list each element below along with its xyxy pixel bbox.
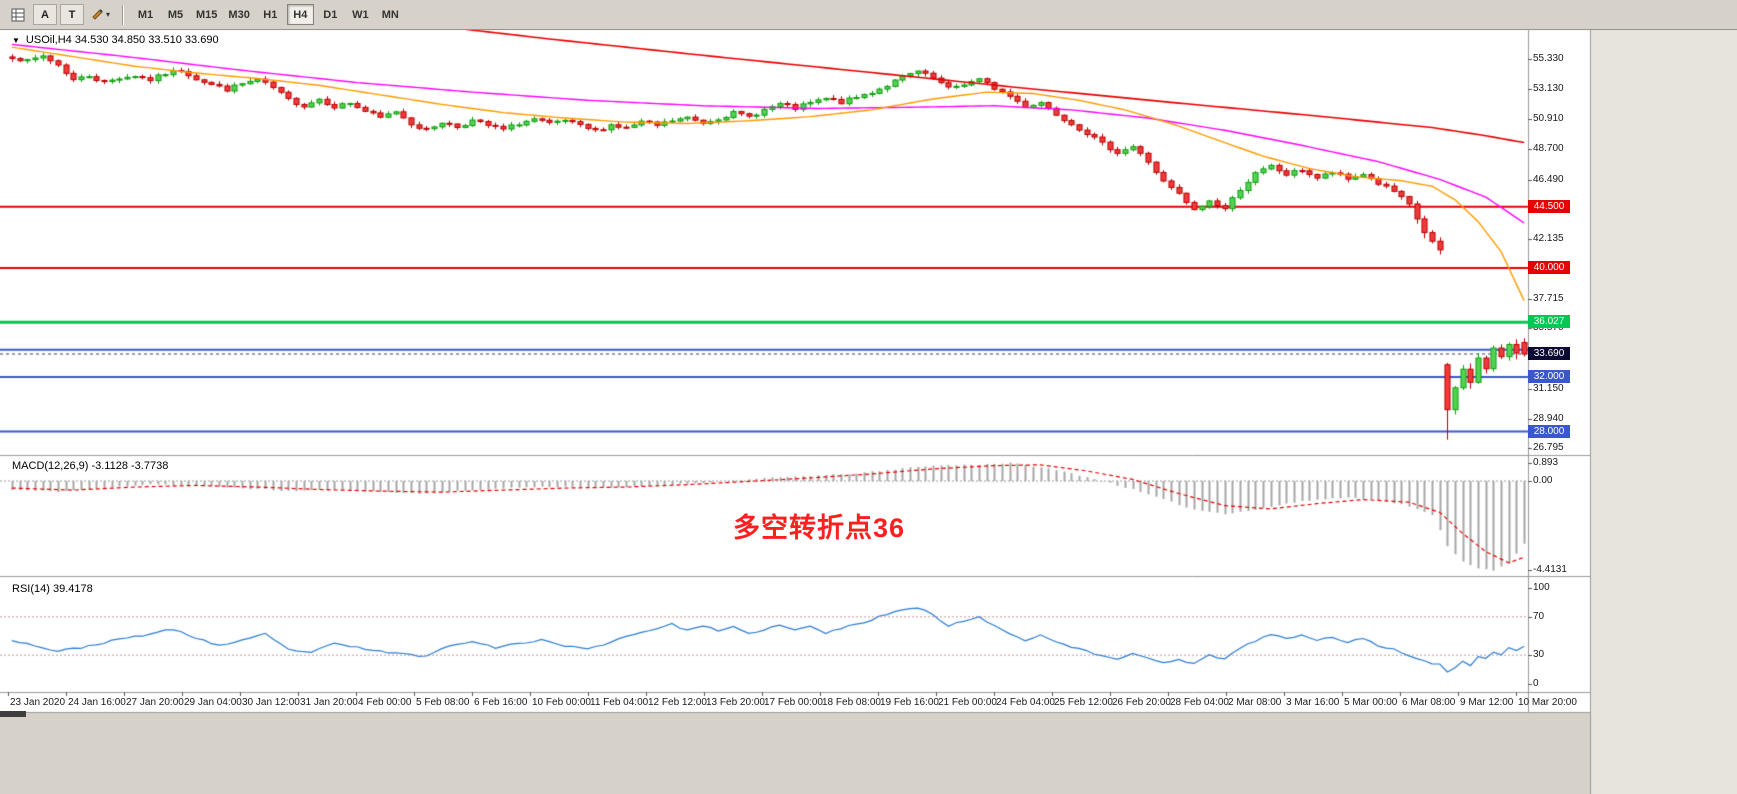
timeframe-button-m1[interactable]: M1: [132, 4, 159, 25]
timeframe-button-d1[interactable]: D1: [317, 4, 344, 25]
timeframe-button-mn[interactable]: MN: [377, 4, 404, 25]
timeframe-button-h1[interactable]: H1: [257, 4, 284, 25]
draw-style-button[interactable]: ▾: [87, 4, 114, 25]
pencil-icon: [92, 9, 103, 20]
chart-layout-button[interactable]: [6, 4, 30, 25]
caret-down-icon: ▾: [106, 10, 111, 19]
macd-indicator-label: MACD(12,26,9) -3.1128 -3.7738: [12, 460, 169, 472]
timeframe-button-m30[interactable]: M30: [224, 4, 253, 25]
rsi-indicator-label: RSI(14) 39.4178: [12, 583, 93, 595]
macd-annotation-text: 多空转折点36: [733, 513, 906, 543]
symbol-dropdown-icon[interactable]: ▼: [12, 35, 20, 45]
chart-title: ▼ USOil,H4 34.530 34.850 33.510 33.690: [12, 34, 219, 46]
timeframe-button-w1[interactable]: W1: [347, 4, 374, 25]
toolbar: A T ▾ M1 M5 M15 M30 H1 H4 D1 W1 MN: [0, 0, 1737, 30]
timeframe-button-m15[interactable]: M15: [192, 4, 221, 25]
grid-icon: [11, 8, 25, 21]
chart-title-text: USOil,H4 34.530 34.850 33.510 33.690: [25, 34, 219, 46]
timeframe-button-h4[interactable]: H4: [286, 4, 314, 25]
chart-hscroll-thumb[interactable]: [0, 711, 26, 717]
font-tool-button[interactable]: A: [33, 4, 57, 25]
timeframe-button-m5[interactable]: M5: [162, 4, 189, 25]
text-tool-button[interactable]: T: [60, 4, 84, 25]
toolbar-separator: [122, 4, 125, 25]
